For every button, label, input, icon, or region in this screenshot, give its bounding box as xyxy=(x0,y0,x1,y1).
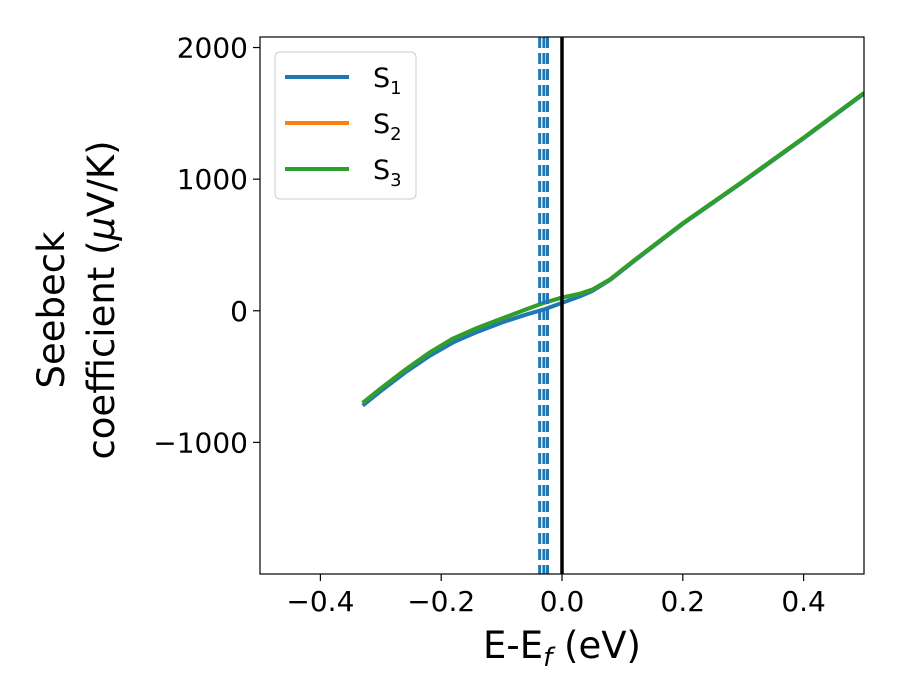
legend: S1 S2 S3 xyxy=(274,51,417,200)
y-tick-label: 0 xyxy=(230,295,248,328)
legend-box xyxy=(274,51,417,200)
y-axis-title: Seebeck coefficient (μV/K) xyxy=(30,140,123,459)
series-line-s2 xyxy=(361,91,864,405)
y-axis-title-line1: Seebeck xyxy=(30,231,73,389)
x-axis-title-unit: (eV) xyxy=(552,624,641,667)
x-tick-label: 0.4 xyxy=(781,585,826,618)
series-layer xyxy=(361,91,864,408)
x-tick-label: 0.2 xyxy=(661,585,706,618)
series-line-s1 xyxy=(361,91,864,408)
legend-label-s3: S3 xyxy=(373,155,402,191)
series-line-s3 xyxy=(361,91,864,405)
legend-label-s2: S2 xyxy=(373,109,402,145)
x-tick-label: −0.4 xyxy=(286,585,354,618)
y-axis-title-line2-text: coefficient ( xyxy=(80,240,123,459)
x-tick-label: 0.0 xyxy=(540,585,585,618)
y-axis-ticks: −1000 0 1000 2000 xyxy=(153,32,260,459)
vertical-lines-layer xyxy=(538,37,564,574)
x-axis-title: E-Ef (eV) xyxy=(483,624,641,673)
y-tick-label: 1000 xyxy=(177,163,248,196)
x-tick-label: −0.2 xyxy=(407,585,475,618)
y-axis-title-line2: coefficient (μV/K) xyxy=(80,140,123,459)
y-axis-title-mu: μ xyxy=(80,217,123,242)
x-axis-ticks: −0.4 −0.2 0.0 0.2 0.4 xyxy=(286,574,826,618)
y-axis-title-unit: V/K) xyxy=(80,140,123,216)
x-axis-title-main: E-E xyxy=(483,624,543,667)
legend-label-s1: S1 xyxy=(373,63,402,99)
y-tick-label: 2000 xyxy=(177,32,248,65)
legend-entries: S1 S2 S3 xyxy=(285,63,402,191)
y-tick-label: −1000 xyxy=(153,426,248,459)
